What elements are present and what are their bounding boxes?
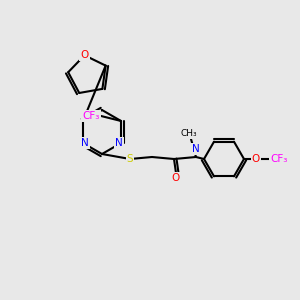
Text: O: O <box>172 173 180 183</box>
Text: CH₃: CH₃ <box>181 130 197 139</box>
Text: O: O <box>80 50 89 60</box>
Text: N: N <box>115 138 123 148</box>
Text: CF₃: CF₃ <box>270 154 288 164</box>
Text: N: N <box>192 144 200 154</box>
Text: N: N <box>81 138 89 148</box>
Text: CF₃: CF₃ <box>82 111 100 121</box>
Text: O: O <box>252 154 260 164</box>
Text: S: S <box>127 154 133 164</box>
